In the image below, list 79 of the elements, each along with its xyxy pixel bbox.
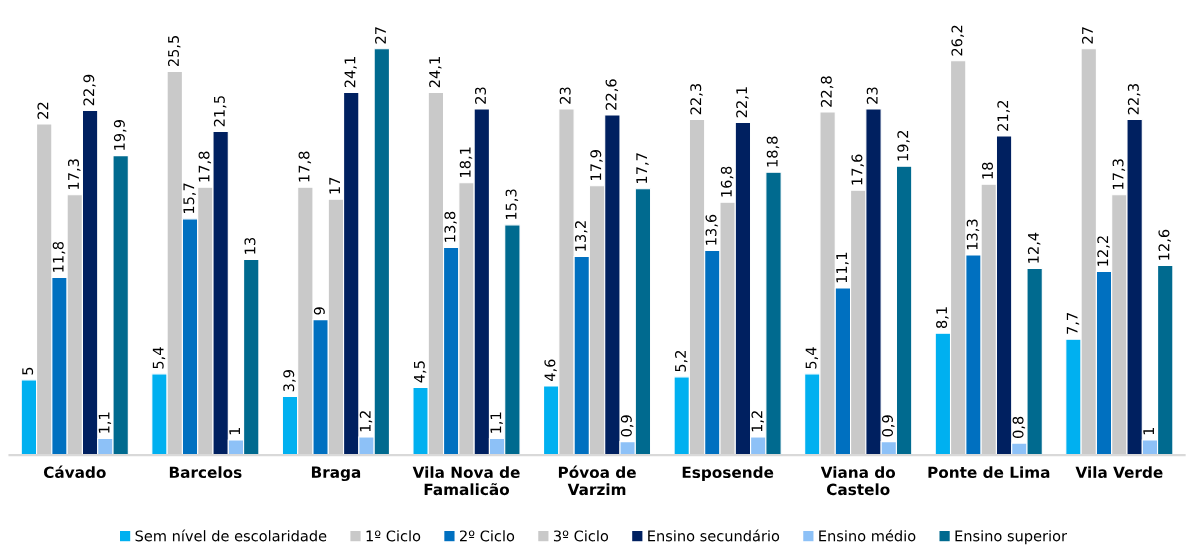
legend-label: 2º Ciclo	[459, 530, 515, 542]
data-label: 1	[1143, 427, 1154, 435]
data-label: 1	[229, 427, 240, 435]
data-label: 1,1	[98, 412, 112, 433]
x-tick-label: Barcelos	[169, 466, 242, 479]
data-label: 21,5	[213, 96, 227, 127]
data-label: 0,8	[1012, 416, 1026, 438]
data-label: 13,2	[574, 221, 588, 251]
data-label: 24,1	[344, 57, 357, 88]
data-label: 22,8	[820, 76, 834, 107]
data-label: 7,7	[1066, 313, 1080, 334]
data-label: 22,3	[690, 84, 703, 115]
data-label: 12,6	[1158, 229, 1171, 260]
data-label: 18	[981, 162, 993, 179]
x-tick-label: Viana do Castelo	[820, 466, 896, 496]
data-label: 17,7	[636, 153, 649, 183]
data-label: 5,2	[674, 350, 688, 372]
x-tick-label: Vila Verde	[1075, 466, 1163, 479]
legend-label: 1º Ciclo	[366, 530, 421, 542]
data-label: 11,1	[836, 252, 849, 283]
data-label: 13,3	[966, 219, 980, 250]
data-label: 27	[375, 27, 386, 44]
data-label: 8,1	[936, 307, 949, 329]
data-label: 24,1	[429, 57, 442, 88]
data-label: 18,8	[766, 136, 780, 167]
legend-label: Sem nível de escolaridade	[135, 529, 327, 542]
data-label: 19,2	[897, 130, 910, 161]
data-label: 16,8	[720, 166, 734, 197]
data-label: 27	[1081, 27, 1093, 44]
data-label: 0,9	[620, 415, 634, 437]
legend-label: Ensino superior	[955, 530, 1068, 545]
data-label: 1,2	[751, 411, 764, 432]
data-label: 22,3	[1127, 84, 1141, 115]
data-label: 17,6	[851, 154, 864, 185]
data-label: 22,6	[605, 79, 619, 110]
data-label: 17,3	[67, 159, 81, 189]
x-tick-label: Ponte de Lima	[928, 466, 1050, 479]
data-label: 4,5	[414, 361, 427, 383]
data-label: 5,4	[805, 347, 819, 369]
data-label: 23	[474, 87, 487, 104]
data-label: 0,9	[881, 415, 895, 437]
data-label: 4,6	[544, 359, 557, 382]
data-label: 22,9	[83, 74, 96, 106]
legend-label: Ensino secundário	[648, 529, 780, 542]
data-label: 22,1	[736, 87, 749, 118]
data-label: 1,2	[359, 411, 373, 432]
data-label: 18,1	[459, 147, 473, 177]
data-label: 15,3	[505, 189, 519, 220]
x-tick-label: Póvoa de Varzim	[558, 465, 636, 496]
data-label: 5,4	[152, 347, 166, 369]
legend-label: Ensino médio	[819, 529, 916, 542]
data-label: 17	[329, 177, 340, 194]
data-label: 13,8	[444, 211, 457, 242]
x-tick-label: Vila Nova de Famalicão	[412, 466, 520, 496]
data-label: 17,3	[1112, 159, 1126, 189]
data-label: 15,7	[183, 183, 196, 214]
data-label: 23	[559, 87, 571, 104]
data-label: 21,2	[997, 100, 1010, 131]
data-label: 25,5	[167, 35, 181, 67]
x-tick-label: Esposende	[682, 466, 774, 482]
data-label: 12,4	[1027, 232, 1041, 263]
data-label: 19,9	[113, 120, 127, 150]
data-label: 11,8	[52, 241, 66, 272]
data-label: 12,2	[1097, 236, 1110, 266]
data-label: 17,9	[590, 150, 603, 180]
data-label: 17,8	[298, 151, 312, 182]
data-label: 23	[866, 87, 878, 104]
data-label: 13	[244, 237, 256, 254]
x-tick-label: Braga	[311, 466, 361, 482]
data-label: 22	[37, 102, 49, 119]
data-label: 26,2	[951, 25, 964, 56]
x-tick-label: Cávado	[43, 465, 106, 479]
data-label: 1,1	[490, 412, 503, 433]
data-label: 13,6	[705, 214, 719, 245]
data-label: 9	[313, 307, 325, 315]
data-label: 5	[22, 367, 34, 375]
data-label: 17,8	[198, 151, 212, 182]
legend-label: 3º Ciclo	[553, 530, 609, 542]
data-label: 3,9	[283, 370, 296, 392]
